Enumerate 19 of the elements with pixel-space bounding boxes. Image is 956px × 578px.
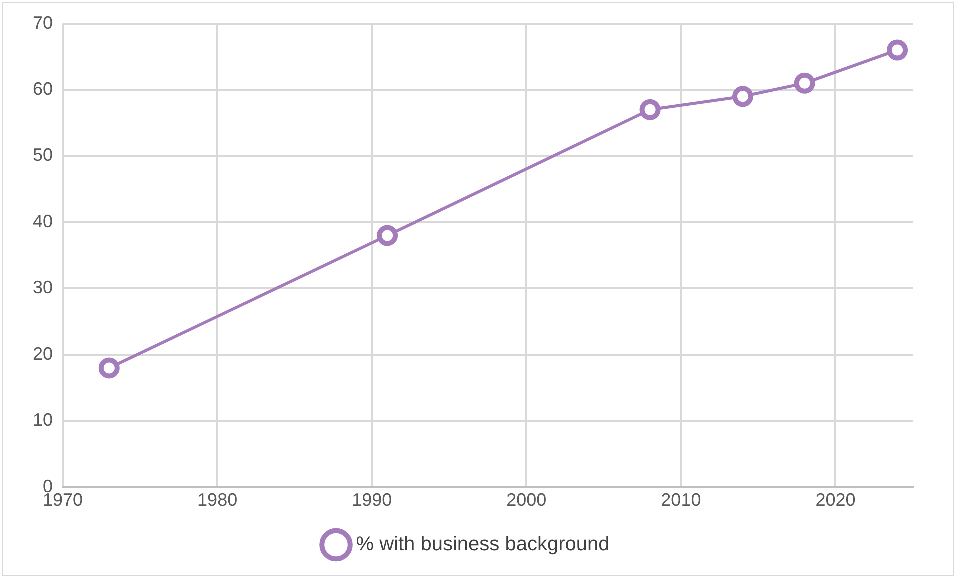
- point: [887, 40, 908, 61]
- legend-label: % with business background: [356, 534, 610, 556]
- point: [794, 72, 816, 94]
- point: [640, 99, 661, 120]
- x-tick-label: 2020: [816, 490, 856, 510]
- y-tick-label: 10: [32, 410, 54, 430]
- y-tick-label: 70: [32, 12, 54, 33]
- x-tick-label: 1980: [198, 490, 238, 510]
- x-tick-label: 1990: [352, 490, 392, 510]
- y-tick-label: 60: [32, 78, 54, 99]
- x-tick-label: 2000: [506, 490, 547, 510]
- y-tick-label: 30: [32, 278, 54, 298]
- point: [732, 86, 754, 108]
- y-tick-label: 20: [32, 344, 54, 364]
- y-tick-label: 40: [32, 211, 54, 232]
- y-tick-label: 50: [32, 145, 54, 166]
- point: [377, 225, 398, 246]
- point: [98, 358, 120, 379]
- x-tick-label: 2010: [661, 490, 702, 510]
